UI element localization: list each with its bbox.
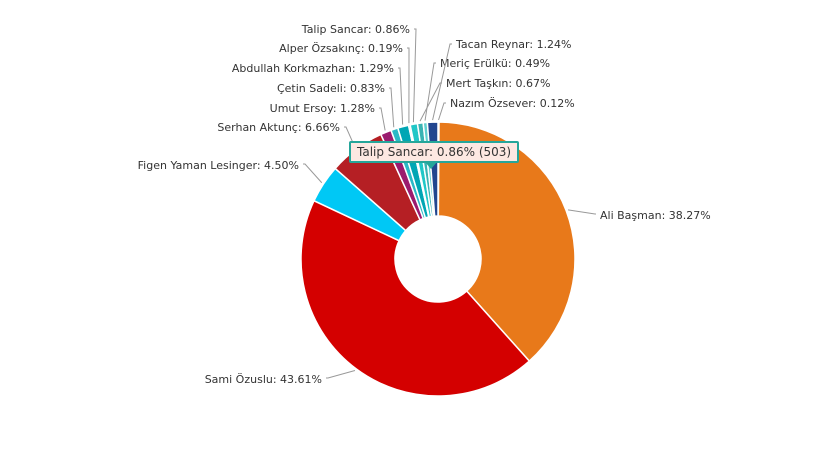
leader-line-mert-taskin [419,82,442,122]
leader-line-cetin-sadeli [389,87,395,128]
leader-line-talip-sancar [412,28,417,123]
slice-label-meric-erulku: Meriç Erülkü: 0.49% [440,57,550,70]
leader-line-umut-ersoy [379,107,386,131]
slice-label-umut-ersoy: Umut Ersoy: 1.28% [270,102,375,115]
leader-line-serhan-aktunc [344,126,356,148]
leader-line-sami-ozuslu [326,369,356,379]
leader-line-tacan-reynar [432,43,452,121]
slice-label-talip-sancar: Talip Sancar: 0.86% [301,23,410,36]
leader-line-meric-erulku [424,62,436,121]
slice-label-sami-ozuslu: Sami Özuslu: 43.61% [205,373,322,386]
slice-label-tacan-reynar: Tacan Reynar: 1.24% [455,38,572,51]
slice-label-ali-basman: Ali Başman: 38.27% [600,209,711,222]
slice-label-nazim-ozsever: Nazım Özsever: 0.12% [450,97,575,110]
slice-label-abdullah-korkmazhan: Abdullah Korkmazhan: 1.29% [232,62,394,75]
leader-line-nazim-ozsever [438,102,446,121]
slice-label-alper-ozsakinc: Alper Özsakınç: 0.19% [279,42,403,55]
chart-tooltip: Talip Sancar: 0.86% (503) [349,141,520,163]
chart-tooltip-arrow [425,162,437,169]
slice-label-cetin-sadeli: Çetin Sadeli: 0.83% [277,82,385,95]
slice-label-serhan-aktunc: Serhan Aktunç: 6.66% [217,121,340,134]
leader-line-alper-ozsakinc [407,47,410,124]
slice-label-figen-yaman-lesinger: Figen Yaman Lesinger: 4.50% [138,159,299,172]
slice-label-mert-taskin: Mert Taşkın: 0.67% [446,77,551,90]
leader-line-ali-basman [567,209,596,215]
leader-line-figen-yaman-lesinger [303,163,323,184]
leader-line-abdullah-korkmazhan [398,67,404,125]
slice-sami-ozuslu[interactable] [300,199,531,397]
